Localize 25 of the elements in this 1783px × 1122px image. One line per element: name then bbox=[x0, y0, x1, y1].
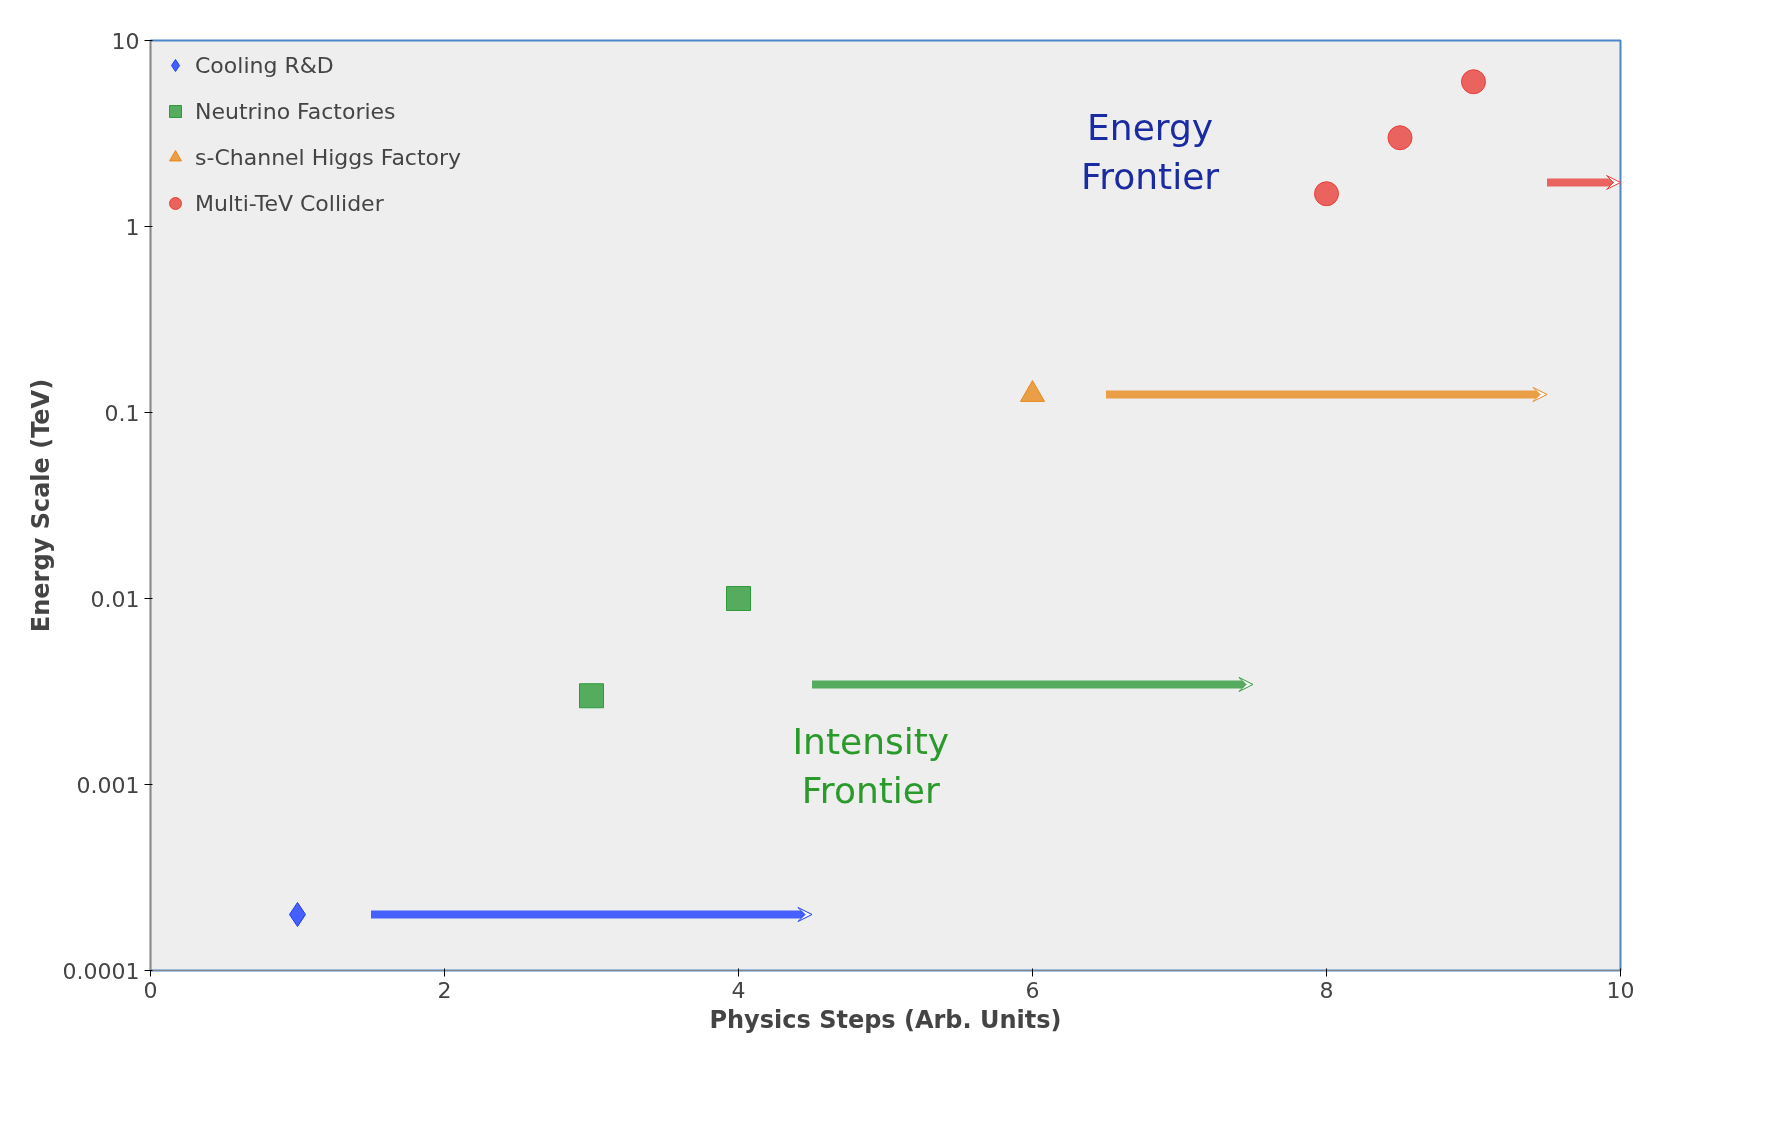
point bbox=[726, 586, 751, 611]
legend-label: Cooling R&D bbox=[195, 52, 334, 78]
y-tick-label: 1 bbox=[125, 214, 140, 240]
x-tick-label: 10 bbox=[1606, 977, 1635, 1003]
x-tick-label: 0 bbox=[143, 977, 158, 1003]
x-tick-label: 8 bbox=[1319, 977, 1334, 1003]
point bbox=[1387, 125, 1413, 151]
legend-label: s-Channel Higgs Factory bbox=[195, 144, 462, 170]
legend-label: Neutrino Factories bbox=[195, 98, 396, 124]
y-tick-label: 0.1 bbox=[104, 400, 140, 426]
x-axis-title: Physics Steps (Arb. Units) bbox=[709, 1005, 1062, 1034]
point bbox=[579, 683, 604, 709]
annotation: Intensity Frontier bbox=[792, 720, 950, 811]
y-tick-label: 0.001 bbox=[76, 772, 140, 798]
y-tick-label: 0.0001 bbox=[62, 958, 140, 984]
y-tick-label: 0.01 bbox=[90, 586, 140, 612]
x-tick-label: 2 bbox=[437, 977, 452, 1003]
y-tick-label: 10 bbox=[111, 28, 140, 54]
point bbox=[1314, 181, 1339, 207]
x-tick-label: 6 bbox=[1025, 977, 1040, 1003]
annotation: Energy Frontier bbox=[1081, 107, 1220, 198]
x-tick-label: 4 bbox=[731, 977, 746, 1003]
y-axis-title: Energy Scale (TeV) bbox=[26, 378, 55, 633]
legend-label: Multi-TeV Collider bbox=[195, 190, 384, 216]
point bbox=[1461, 69, 1486, 95]
